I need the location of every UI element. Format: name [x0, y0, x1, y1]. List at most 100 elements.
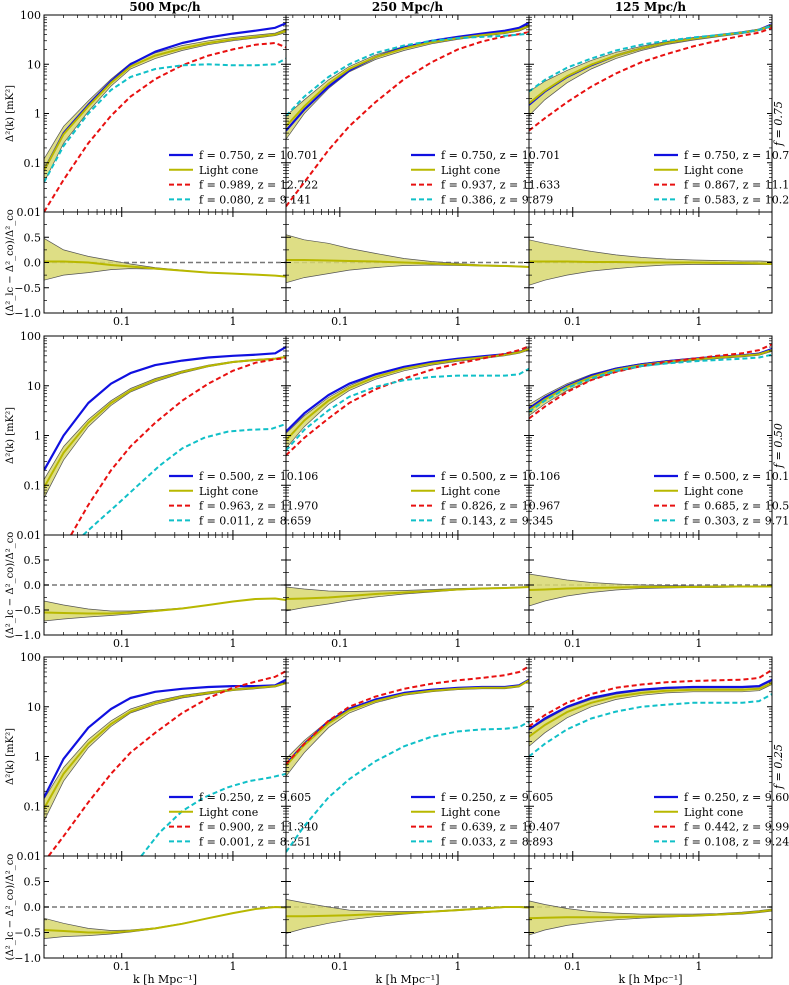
- power-spectrum-panel: f = 0.250, z = 9.605 Light cone f = 0.442,…: [528, 656, 789, 857]
- legend-entry: Light cone: [441, 485, 500, 498]
- legend-entry: f = 0.250, z = 9.605: [684, 791, 789, 804]
- series-line-coeval: [286, 347, 529, 433]
- x-tick-label: 0.1: [564, 637, 582, 650]
- legend-entry: Light cone: [684, 485, 743, 498]
- legend-entry: f = 0.826, z = 10.967: [441, 500, 560, 513]
- power-spectrum-panel: f = 0.750, z = 10.701 Light cone f = 0.937…: [285, 14, 560, 213]
- row-label: f = 0.75: [772, 101, 785, 147]
- legend-entry: Light cone: [441, 164, 500, 177]
- series-line-lightcone: [44, 355, 286, 488]
- x-tick-label: 1: [454, 315, 461, 328]
- series-line-red: [529, 26, 772, 132]
- series-line-cyan: [529, 693, 772, 758]
- series-line-red: [529, 343, 772, 420]
- column-title: 250 Mpc/h: [372, 0, 444, 14]
- legend-entry: f = 0.303, z = 9.715: [684, 514, 789, 527]
- x-tick-label: 1: [229, 960, 236, 973]
- series-line-lightcone: [529, 682, 772, 738]
- series-line-lightcone: [529, 909, 772, 920]
- legend-entry: f = 0.386, z = 9.879: [441, 193, 553, 206]
- x-axis-label: k [h Mpc⁻¹]: [618, 973, 682, 985]
- x-tick-label: 0.1: [113, 637, 131, 650]
- column-title: 500 Mpc/h: [129, 0, 201, 14]
- series-line-cyan: [44, 57, 286, 183]
- y-tick-label: 0.1: [24, 157, 42, 170]
- y-tick-label: 10: [27, 701, 41, 714]
- power-spectrum-panel: f = 0.750, z = 10.701 Light cone f = 0.867…: [528, 14, 789, 213]
- x-tick-label: 0.1: [113, 315, 131, 328]
- series-line-red: [70, 357, 286, 535]
- plot-area: [529, 573, 772, 607]
- series-line-cyan: [286, 32, 529, 117]
- legend-entry: Light cone: [684, 806, 743, 819]
- series-line-lightcone: [529, 24, 772, 105]
- legend-entry: f = 0.442, z = 9.990: [684, 821, 789, 834]
- y-tick-label: 0.5: [24, 554, 42, 567]
- residual-panel: 0.1 1 k [h Mpc⁻¹]: [285, 855, 530, 985]
- residual-panel: 0.1 1: [285, 211, 530, 328]
- row-label: f = 0.50: [772, 423, 785, 469]
- y-tick-label: −0.5: [14, 604, 41, 617]
- x-tick-label: 0.1: [564, 315, 582, 328]
- plot-area: [286, 345, 529, 457]
- row-label: f = 0.25: [772, 744, 785, 790]
- series-line-lightcone: [44, 597, 286, 615]
- series-line-cyan: [529, 24, 772, 93]
- y-tick-label: −1.0: [14, 952, 41, 965]
- y-tick-label: 1: [34, 430, 41, 443]
- plot-area: [286, 665, 529, 853]
- y-axis-label: (Δ²_lc − Δ²_co)/Δ²_co: [5, 854, 16, 961]
- series-line-cyan: [286, 720, 529, 853]
- residual-panel: 0.5 0.0 −0.5 −1.0 0.1 1 k [h Mpc⁻¹] (Δ²_lc − Δ²…: [5, 854, 287, 985]
- x-tick-label: 1: [229, 315, 236, 328]
- legend-entry: f = 0.500, z = 10.106: [684, 470, 789, 483]
- y-tick-label: 0.0: [24, 257, 42, 270]
- y-tick-label: 100: [20, 330, 41, 343]
- series-line-red: [286, 665, 529, 765]
- y-axis-label: Δ²(k) [mK²]: [5, 407, 16, 464]
- legend-entry: f = 0.033, z = 8.893: [441, 835, 553, 848]
- series-line-lightcone: [286, 347, 529, 441]
- legend-entry: f = 0.011, z = 8.659: [199, 514, 311, 527]
- plot-area: [529, 343, 772, 420]
- y-tick-label: −1.0: [14, 307, 41, 320]
- legend-entry: f = 0.639, z = 10.407: [441, 821, 560, 834]
- x-tick-label: 0.1: [113, 960, 131, 973]
- y-tick-label: −0.5: [14, 927, 41, 940]
- plot-area: [44, 584, 286, 622]
- legend-entry: f = 0.583, z = 10.279: [684, 193, 789, 206]
- series-line-lightcone: [44, 906, 286, 934]
- residual-panel: 0.1 1: [528, 534, 773, 650]
- series-line-red: [529, 669, 772, 728]
- lightcone-variance-band: [529, 573, 772, 607]
- series-line-lightcone: [286, 24, 529, 127]
- y-tick-label: −1.0: [14, 629, 41, 642]
- x-tick-label: 1: [454, 637, 461, 650]
- series-line-red: [286, 345, 529, 457]
- plot-area: [529, 900, 772, 936]
- power-spectrum-panel: 100 10 1 0.1 0.01 f = 0.750, z = 10.701 Light …: [5, 9, 318, 219]
- x-tick-label: 1: [454, 960, 461, 973]
- plot-area: [286, 584, 529, 612]
- x-tick-label: 1: [695, 637, 702, 650]
- legend-entry: f = 0.750, z = 10.701: [441, 149, 560, 162]
- series-line-coeval: [44, 678, 286, 798]
- plot-area: [529, 23, 772, 132]
- lightcone-variance-band: [44, 681, 286, 822]
- series-line-coeval: [529, 678, 772, 731]
- x-tick-label: 0.1: [331, 315, 349, 328]
- x-tick-label: 0.1: [564, 960, 582, 973]
- power-spectrum-panel: 100 10 1 0.1 0.01 f = 0.250, z = 9.605 Light c…: [5, 651, 318, 863]
- residual-panel: 0.1 1: [285, 534, 530, 650]
- y-tick-label: 100: [20, 651, 41, 664]
- column-title: 125 Mpc/h: [615, 0, 687, 14]
- legend-entry: f = 0.900, z = 11.340: [199, 821, 318, 834]
- y-tick-label: 0.01: [17, 206, 42, 219]
- plot-area: [529, 669, 772, 758]
- legend-entry: f = 0.080, z = 9.141: [199, 193, 311, 206]
- legend-entry: f = 0.001, z = 8.251: [199, 835, 311, 848]
- legend-entry: Light cone: [199, 485, 258, 498]
- series-line-lightcone: [44, 29, 286, 171]
- series-line-lightcone: [286, 679, 529, 767]
- series-line-cyan: [286, 367, 529, 452]
